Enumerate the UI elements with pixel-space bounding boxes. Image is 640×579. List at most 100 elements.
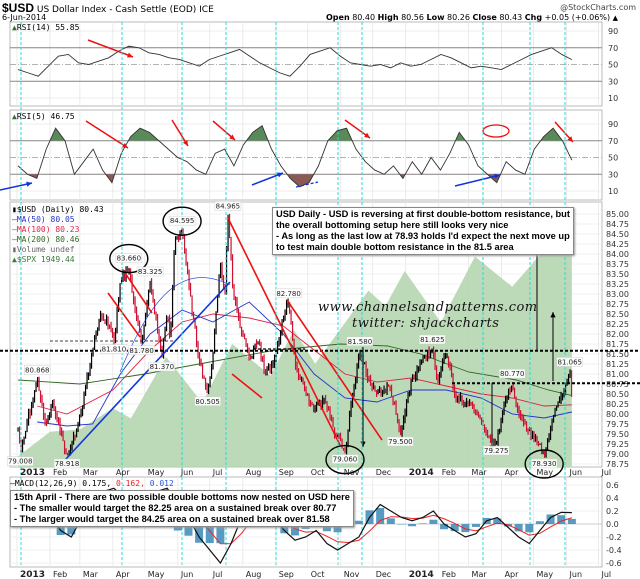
note-line: the overall bottoming setup here still l… — [276, 220, 509, 230]
price-label: 81.370 — [150, 363, 175, 371]
macd-tick-label: 0.0 — [606, 520, 619, 529]
x-axis-label: Jul — [212, 570, 223, 579]
trendline-red — [286, 299, 383, 441]
volume-icon: ▮ — [12, 245, 17, 254]
rsi-icon: ▲ — [12, 112, 17, 121]
macd-tick-label: -0.2 — [606, 533, 622, 542]
rsi-tick-label: 50 — [608, 61, 618, 70]
price-tick-label: 83.75 — [606, 260, 629, 269]
x-axis-label: Jun — [180, 570, 194, 579]
macd-histogram-bar — [450, 524, 459, 532]
rsi14-panel — [9, 21, 603, 107]
macd-histogram-bar — [333, 524, 342, 533]
price-tick-label: 79.00 — [606, 450, 629, 459]
price-tick-label: 84.50 — [606, 230, 629, 239]
macd-annotation-box: 15th April - There are two possible doub… — [10, 490, 354, 527]
rsi14-label: ▲RSI(14) 55.85 — [12, 23, 79, 33]
x-axis-label: Mar — [83, 468, 99, 477]
note-line: USD Daily - USD is reversing at first do… — [276, 209, 570, 219]
macd-histogram-bar — [386, 518, 395, 524]
x-axis-label: 2013 — [20, 468, 45, 478]
price-label-bg — [136, 266, 164, 277]
x-axis-label: Jul — [212, 468, 223, 477]
price-tick-label: 79.50 — [606, 430, 629, 439]
macd-tick-label: -0.4 — [606, 546, 622, 555]
x-axis-label: May — [537, 570, 554, 579]
macd-histogram-bar — [173, 524, 182, 531]
trendline-red — [107, 292, 141, 338]
rsi-line — [17, 124, 573, 188]
price-label-bg — [128, 345, 155, 356]
x-axis-label: Sep — [279, 468, 294, 477]
price-tick-label: 82.25 — [606, 320, 629, 329]
price-tick-label: 81.50 — [606, 350, 629, 359]
macd-tick-label: -0.6 — [606, 559, 622, 568]
macd-histogram-bar — [461, 524, 470, 533]
x-axis-label: Aug — [246, 468, 262, 477]
rsi-arrow-red-head — [127, 52, 133, 58]
price-label: 82.780 — [276, 290, 301, 298]
price-label-bg — [530, 458, 558, 469]
rsi-circle-red — [482, 124, 510, 138]
x-axis-label: Dec — [376, 468, 391, 477]
price-tick-label: 80.50 — [606, 390, 629, 399]
price-tick-label: 80.75 — [606, 380, 629, 389]
x-axis-label: Jun — [569, 570, 583, 579]
x-axis-label: Jul — [600, 570, 611, 579]
chg-up-icon: ▲ — [612, 14, 618, 22]
brand: @StockCharts.com — [560, 3, 636, 12]
high-label: High — [377, 13, 399, 22]
price-label: 79.008 — [8, 458, 33, 466]
open-label: Open — [326, 13, 350, 22]
macd-histogram-bar — [525, 524, 534, 533]
macd-histogram-bar — [184, 524, 193, 536]
macd-histogram-bar — [205, 524, 214, 544]
note-line: - As long as the last low at 78.93 holds… — [276, 231, 570, 241]
spx-area — [18, 222, 572, 467]
price-label: 78.930 — [532, 460, 557, 468]
price-label: 80.770 — [500, 370, 525, 378]
x-axis-label: Sep — [279, 570, 294, 579]
low-value: 80.26 — [447, 13, 470, 22]
legend-usd-text: $USD (Daily) 80.43 — [16, 205, 104, 214]
x-axis-label: Feb — [442, 570, 456, 579]
price-tick-label: 78.75 — [606, 460, 629, 469]
price-label: 80.868 — [25, 366, 50, 374]
rsi5-panel — [9, 109, 603, 201]
macd-histogram-bar — [376, 508, 385, 524]
macd-histogram-bar — [418, 523, 427, 524]
macd-histogram-bar — [546, 514, 555, 524]
rsi-arrow-red — [85, 120, 129, 149]
note-line: - The smaller would target the 82.25 are… — [14, 503, 337, 513]
price-tick-label: 84.00 — [606, 250, 629, 259]
price-label-bg — [331, 454, 359, 464]
legend-spx-text: $SPX 1949.44 — [16, 255, 75, 264]
price-label: 79.060 — [333, 456, 358, 464]
price-tick-label: 81.00 — [606, 370, 629, 379]
x-axis-label: Mar — [83, 570, 99, 579]
note-line: 15th April - There are two possible doub… — [14, 492, 350, 502]
price-label: 78.918 — [55, 460, 80, 468]
price-label: 81.810 — [102, 346, 127, 354]
price-legend: ▮$USD (Daily) 80.43 —MA(50) 80.05 —MA(10… — [12, 205, 104, 265]
watermark-twitter: twitter: shjackcharts — [352, 316, 500, 331]
x-axis-label: Apr — [116, 468, 131, 477]
x-axis-label: Feb — [53, 468, 67, 477]
rsi-arrow-blue-head — [494, 173, 500, 179]
macd-label: —MACD(12,26,9) 0.175, 0.162, 0.012 — [10, 479, 174, 489]
price-label: 81.065 — [557, 358, 582, 366]
price-tick-label: 83.00 — [606, 290, 629, 299]
price-label: 83.660 — [117, 255, 142, 263]
x-axis-label: May — [537, 468, 554, 477]
x-axis-label: Aug — [246, 570, 262, 579]
rsi-tick-label: 90 — [608, 27, 618, 36]
legend-volume-text: Volume undef — [16, 245, 75, 254]
price-circle — [162, 206, 202, 236]
price-label-bg — [6, 456, 34, 466]
price-tick-label: 80.00 — [606, 410, 629, 419]
x-axis-label: Jun — [180, 468, 194, 477]
x-axis-label: Apr — [116, 570, 131, 579]
rsi-tick-label: 70 — [608, 137, 618, 146]
macd-histogram-bar — [535, 521, 544, 524]
chg-value: +0.05 (+0.06%) — [544, 13, 611, 22]
